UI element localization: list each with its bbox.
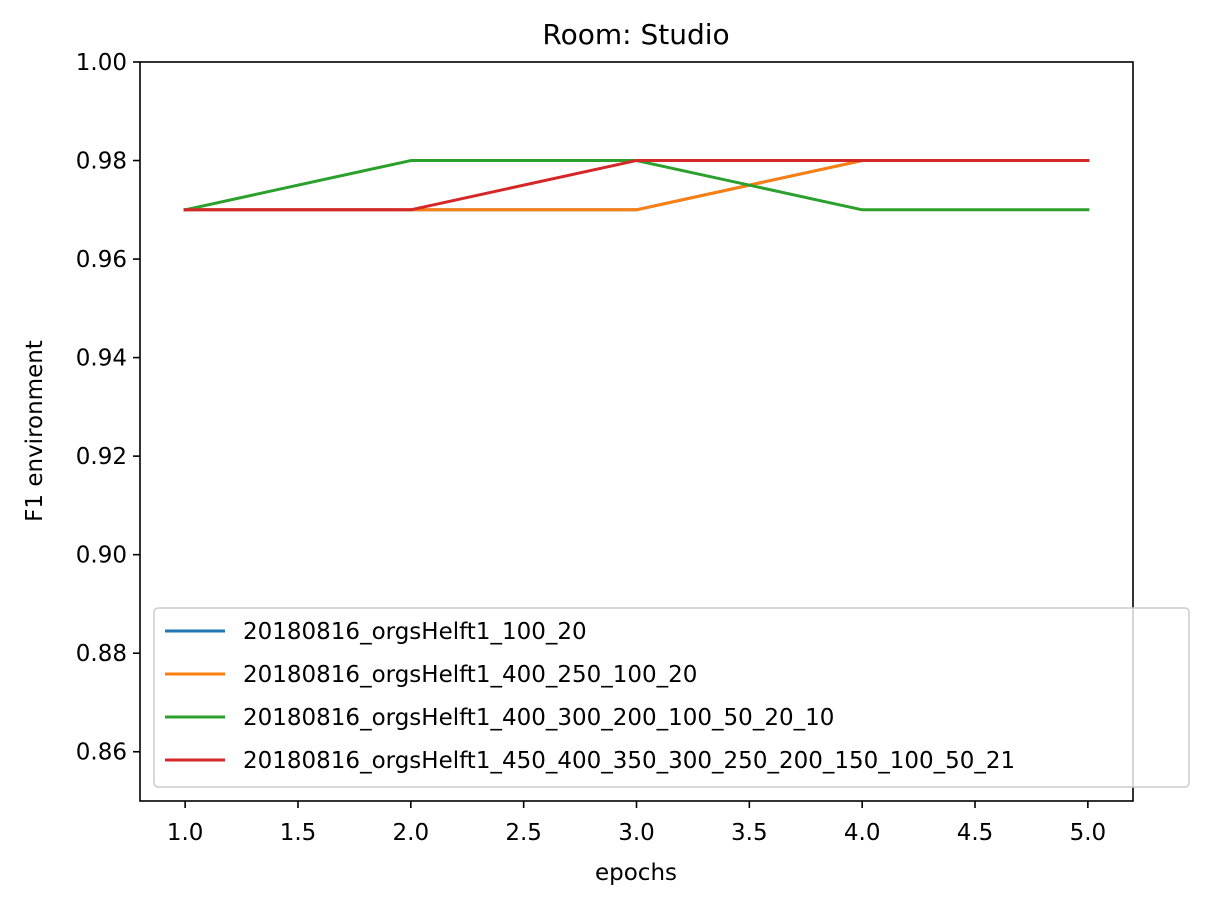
y-tick-label: 1.00 [76,50,127,76]
series-line-4 [183,159,1090,212]
y-tick-label: 0.94 [76,346,127,372]
series-line-2 [183,159,1090,212]
legend-label: 20180816_orgsHelft1_450_400_350_300_250_… [243,748,1015,774]
x-tick-label: 2.5 [505,820,542,846]
x-tick-label: 1.0 [167,820,204,846]
y-tick-label: 0.98 [76,149,127,175]
y-tick-label: 0.92 [76,444,127,470]
x-axis-ticks: 1.0 1.5 2.0 2.5 3.0 3.5 4.0 4.5 5.0 [167,801,1106,846]
y-tick-label: 0.86 [76,740,127,766]
x-tick-label: 1.5 [280,820,317,846]
x-tick-label: 3.0 [618,820,655,846]
series-line-3 [183,159,1090,212]
chart-title: Room: Studio [542,18,729,51]
x-tick-label: 5.0 [1070,820,1107,846]
y-axis-ticks: 0.86 0.88 0.90 0.92 0.94 0.96 0.98 1.00 [76,50,140,766]
y-tick-label: 0.90 [76,543,127,569]
y-axis-label: F1 environment [22,340,48,522]
y-tick-label: 0.88 [76,641,127,667]
legend-label: 20180816_orgsHelft1_100_20 [243,619,587,645]
x-tick-label: 3.5 [731,820,768,846]
x-tick-label: 2.0 [393,820,430,846]
x-tick-label: 4.0 [844,820,881,846]
series-layer [183,159,1090,212]
legend: 20180816_orgsHelft1_100_20 20180816_orgsH… [153,607,1190,788]
legend-label: 20180816_orgsHelft1_400_300_200_100_50_2… [243,705,834,731]
legend-box [153,607,1190,788]
x-tick-label: 4.5 [957,820,994,846]
series-line-1 [183,159,1090,212]
x-axis-label: epochs [595,860,677,886]
y-tick-label: 0.96 [76,247,127,273]
legend-label: 20180816_orgsHelft1_400_250_100_20 [243,662,697,688]
legend-items: 20180816_orgsHelft1_100_20 20180816_orgsH… [165,619,1015,774]
